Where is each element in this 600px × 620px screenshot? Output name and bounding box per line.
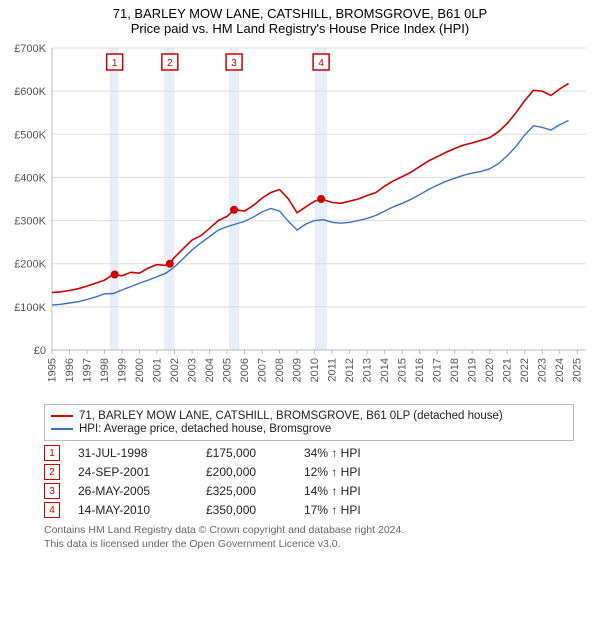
x-tick-label: 2021 [502, 358, 514, 382]
sales-date: 31-JUL-1998 [78, 446, 188, 460]
sales-marker: 4 [44, 502, 60, 518]
x-tick-label: 2012 [344, 358, 356, 382]
sale-marker-number: 1 [112, 58, 118, 69]
chart: £0 £100K £200K £300K £400K £500K £600K £700K 199… [0, 38, 600, 398]
y-tick-label: £200K [14, 259, 46, 271]
shade-band [110, 48, 119, 350]
x-tick-label: 2007 [256, 358, 268, 382]
titles: 71, BARLEY MOW LANE, CATSHILL, BROMSGROV… [0, 0, 600, 38]
sales-marker: 1 [44, 445, 60, 461]
y-tick-label: £400K [14, 172, 46, 184]
sale-marker-number: 4 [318, 58, 324, 69]
x-tick-label: 2024 [554, 358, 566, 382]
x-tick-label: 2000 [134, 358, 146, 382]
x-tick-label: 2006 [239, 358, 251, 382]
sales-row: 3 26-MAY-2005 £325,000 14% ↑ HPI [44, 483, 574, 499]
figure-container: 71, BARLEY MOW LANE, CATSHILL, BROMSGROV… [0, 0, 600, 551]
footer: Contains HM Land Registry data © Crown c… [44, 524, 588, 551]
x-tick-label: 2019 [466, 358, 478, 382]
legend-row: 71, BARLEY MOW LANE, CATSHILL, BROMSGROV… [51, 410, 567, 422]
legend-swatch [51, 428, 73, 430]
x-tick-label: 2016 [414, 358, 426, 382]
sales-price: £350,000 [206, 503, 286, 517]
sales-table: 1 31-JUL-1998 £175,000 34% ↑ HPI 2 24-SEP-200… [44, 445, 574, 518]
y-tick-label: £300K [14, 216, 46, 228]
sales-diff: 12% ↑ HPI [304, 465, 394, 479]
x-tick-label: 2023 [537, 358, 549, 382]
y-tick-label: £0 [34, 345, 46, 357]
x-tick-label: 2022 [519, 358, 531, 382]
legend-label: HPI: Average price, detached house, Brom… [79, 423, 331, 435]
x-tick-label: 2020 [484, 358, 496, 382]
shade-band [164, 48, 175, 350]
sales-diff: 14% ↑ HPI [304, 484, 394, 498]
sales-price: £325,000 [206, 484, 286, 498]
sales-date: 24-SEP-2001 [78, 465, 188, 479]
sales-row: 1 31-JUL-1998 £175,000 34% ↑ HPI [44, 445, 574, 461]
sales-diff: 17% ↑ HPI [304, 503, 394, 517]
sales-date: 26-MAY-2005 [78, 484, 188, 498]
y-tick-label: £700K [14, 43, 46, 55]
x-tick-label: 2017 [431, 358, 443, 382]
x-tick-label: 2013 [361, 358, 373, 382]
y-tick-label: £500K [14, 129, 46, 141]
y-tick-label: £100K [14, 302, 46, 314]
title-main: 71, BARLEY MOW LANE, CATSHILL, BROMSGROV… [8, 6, 592, 21]
sale-dot [166, 260, 174, 268]
shade-band [229, 48, 240, 350]
x-tick-label: 1998 [99, 358, 111, 382]
sale-dot [230, 206, 238, 214]
sale-marker-number: 3 [231, 58, 237, 69]
x-tick-label: 2003 [186, 358, 198, 382]
sale-dot [317, 195, 325, 203]
x-tick-label: 2005 [221, 358, 233, 382]
x-tick-label: 2009 [291, 358, 303, 382]
sales-row: 2 24-SEP-2001 £200,000 12% ↑ HPI [44, 464, 574, 480]
y-tick-label: £600K [14, 86, 46, 98]
x-tick-label: 1999 [116, 358, 128, 382]
legend-swatch [51, 415, 73, 417]
legend: 71, BARLEY MOW LANE, CATSHILL, BROMSGROV… [44, 404, 574, 441]
chart-svg: £0 £100K £200K £300K £400K £500K £600K £700K 199… [0, 38, 600, 398]
x-tick-label: 2011 [326, 358, 338, 382]
x-tick-label: 2014 [379, 358, 391, 382]
sales-price: £200,000 [206, 465, 286, 479]
legend-label: 71, BARLEY MOW LANE, CATSHILL, BROMSGROV… [79, 410, 503, 422]
x-tick-label: 2001 [151, 358, 163, 382]
legend-row: HPI: Average price, detached house, Brom… [51, 423, 567, 435]
sales-diff: 34% ↑ HPI [304, 446, 394, 460]
sales-date: 14-MAY-2010 [78, 503, 188, 517]
x-tick-label: 2018 [449, 358, 461, 382]
sales-price: £175,000 [206, 446, 286, 460]
x-tick-label: 2004 [204, 358, 216, 382]
sales-row: 4 14-MAY-2010 £350,000 17% ↑ HPI [44, 502, 574, 518]
x-tick-label: 2002 [169, 358, 181, 382]
sale-marker-number: 2 [167, 58, 173, 69]
x-tick-label: 2008 [274, 358, 286, 382]
sale-dot [111, 271, 119, 279]
x-tick-label: 2010 [309, 358, 321, 382]
x-tick-label: 2025 [572, 358, 584, 382]
x-tick-label: 1995 [46, 358, 58, 382]
title-sub: Price paid vs. HM Land Registry's House … [8, 21, 592, 36]
x-tick-label: 1997 [81, 358, 93, 382]
sales-marker: 3 [44, 483, 60, 499]
footer-line-2: This data is licensed under the Open Gov… [44, 538, 588, 552]
x-tick-label: 1996 [64, 358, 76, 382]
x-tick-label: 2015 [396, 358, 408, 382]
sales-marker: 2 [44, 464, 60, 480]
footer-line-1: Contains HM Land Registry data © Crown c… [44, 524, 588, 538]
